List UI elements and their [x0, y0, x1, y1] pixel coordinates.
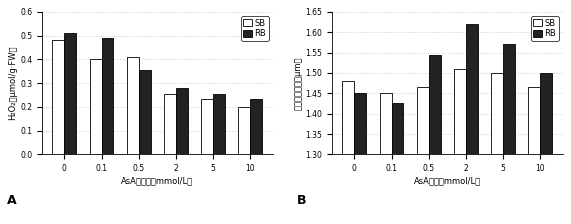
- Legend: SB, RB: SB, RB: [241, 16, 268, 41]
- Bar: [540, 73, 552, 224]
- Text: B: B: [297, 194, 307, 207]
- Bar: [65, 33, 77, 154]
- Bar: [392, 103, 403, 224]
- Bar: [528, 87, 540, 224]
- Bar: [454, 69, 466, 224]
- Bar: [239, 107, 250, 154]
- Bar: [417, 87, 429, 224]
- Bar: [201, 99, 213, 154]
- Bar: [466, 24, 478, 224]
- Y-axis label: H₂O₂（μmol/g·FW）: H₂O₂（μmol/g·FW）: [9, 46, 17, 120]
- Bar: [250, 99, 262, 154]
- Bar: [139, 70, 151, 154]
- Y-axis label: 叶片气孔开度（μm）: 叶片气孔开度（μm）: [293, 56, 303, 110]
- Bar: [429, 55, 441, 224]
- Bar: [355, 93, 366, 224]
- Bar: [127, 57, 139, 154]
- Bar: [164, 94, 176, 154]
- X-axis label: AsA的浓度（mmol/L）: AsA的浓度（mmol/L）: [121, 176, 194, 185]
- Bar: [176, 88, 188, 154]
- X-axis label: AsA浓度（mmol/L）: AsA浓度（mmol/L）: [414, 176, 481, 185]
- Bar: [102, 38, 114, 154]
- Bar: [491, 73, 503, 224]
- Bar: [380, 93, 392, 224]
- Bar: [343, 81, 355, 224]
- Bar: [53, 40, 65, 154]
- Bar: [503, 44, 515, 224]
- Bar: [213, 94, 225, 154]
- Bar: [90, 59, 102, 154]
- Legend: SB, RB: SB, RB: [531, 16, 558, 41]
- Text: A: A: [7, 194, 17, 207]
